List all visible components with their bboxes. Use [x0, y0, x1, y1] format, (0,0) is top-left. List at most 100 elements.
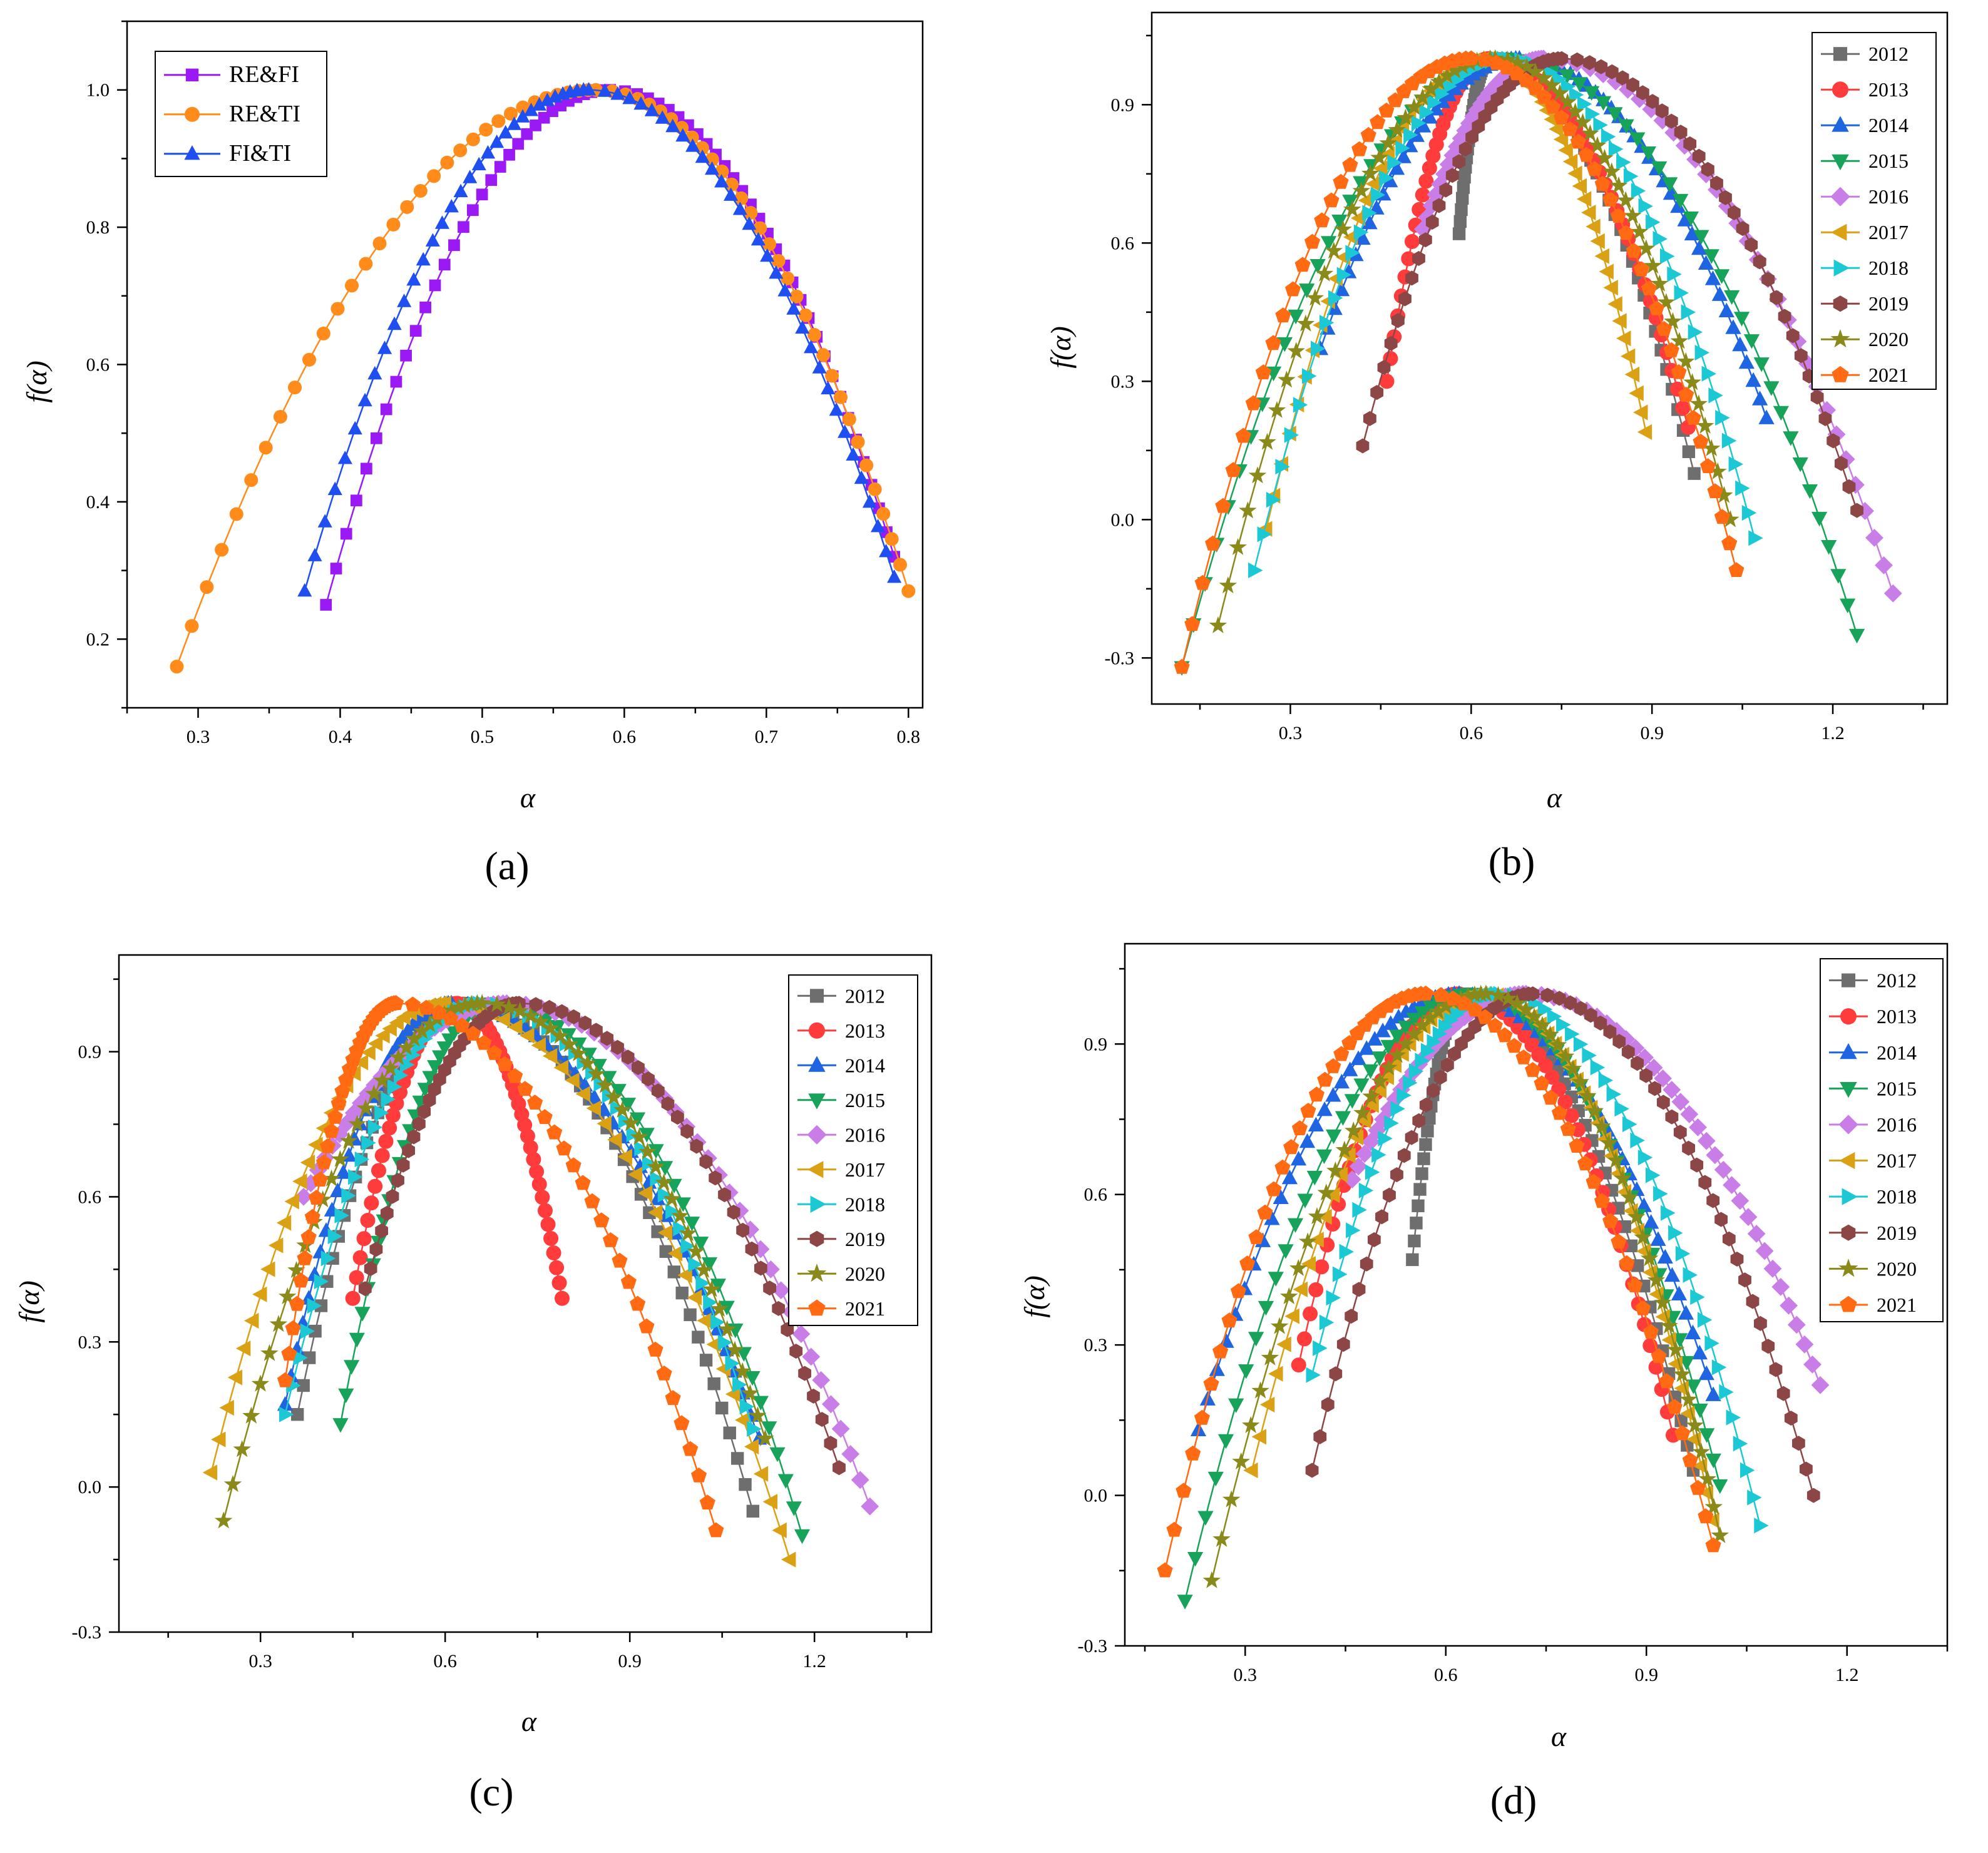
data-point: [824, 1436, 838, 1451]
data-point: [1736, 221, 1750, 237]
data-point: [423, 1093, 436, 1108]
data-point: [1755, 1242, 1774, 1260]
data-point: [1352, 1282, 1366, 1297]
legend-label: 2018: [1877, 1185, 1917, 1208]
data-point: [1370, 148, 1388, 166]
data-point: [279, 1287, 297, 1305]
data-point: [367, 1178, 383, 1194]
data-point: [1531, 1047, 1547, 1063]
legend: 2012 2013 2014 2015 2016 2017 2018 2019 2020 2021: [1811, 32, 1937, 390]
data-point: [1572, 178, 1587, 194]
data-point: [1806, 1488, 1820, 1503]
data-point: [1610, 208, 1626, 223]
legend-marker: [1838, 1258, 1858, 1277]
data-point: [334, 1083, 351, 1098]
data-point: [1397, 1148, 1411, 1163]
data-point: [822, 1395, 840, 1414]
data-point: [1734, 312, 1750, 327]
data-point: [761, 1421, 777, 1436]
data-point: [754, 1260, 767, 1276]
data-point: [1556, 1016, 1571, 1033]
data-point: [1319, 1314, 1335, 1330]
data-point: [486, 1044, 503, 1060]
data-point: [871, 519, 886, 533]
data-point: [1257, 1204, 1273, 1220]
data-point: [1228, 1398, 1244, 1413]
data-point: [1308, 1116, 1324, 1131]
legend-label: 2015: [1877, 1077, 1917, 1100]
data-point: [1455, 203, 1468, 217]
data-point: [341, 1188, 356, 1204]
data-point: [1389, 1029, 1405, 1044]
data-point: [1365, 1164, 1380, 1180]
legend-label: 2017: [845, 1158, 885, 1181]
data-point: [632, 1060, 645, 1075]
data-point: [1444, 1017, 1463, 1036]
data-point: [893, 558, 908, 572]
data-point: [1740, 1462, 1755, 1478]
data-point: [1355, 230, 1371, 245]
legend: 2012 2013 2014 2015 2016 2017 2018 2019 2020 2021: [1820, 958, 1944, 1322]
data-point: [859, 458, 874, 472]
legend-label: 2015: [845, 1089, 885, 1111]
x-tick-label: 1.2: [1835, 1665, 1859, 1685]
data-point: [541, 1019, 560, 1036]
data-point: [1339, 1243, 1354, 1260]
data-point: [1383, 1015, 1399, 1030]
legend-marker: [1841, 973, 1856, 988]
data-point: [1207, 1471, 1224, 1487]
legend-label: 2016: [1868, 185, 1909, 208]
legend-item: FI&TI: [164, 140, 291, 166]
data-point: [1622, 1116, 1637, 1133]
data-point: [1221, 1312, 1237, 1328]
data-point: [687, 1242, 705, 1260]
data-point: [612, 1252, 628, 1268]
data-point: [1352, 1202, 1367, 1218]
data-point: [723, 1426, 736, 1439]
data-point: [1754, 1315, 1767, 1331]
data-point: [747, 1421, 762, 1437]
data-point: [297, 583, 312, 597]
data-point: [1301, 1256, 1316, 1272]
data-point: [1536, 89, 1552, 105]
data-point: [1651, 1348, 1667, 1364]
series-2020: [1202, 984, 1729, 1588]
data-point: [697, 1312, 712, 1329]
data-point: [1266, 1181, 1282, 1197]
data-point: [655, 110, 670, 124]
data-point: [1618, 119, 1634, 134]
data-point: [1308, 1207, 1326, 1225]
data-point: [798, 1366, 811, 1381]
data-point: [444, 199, 459, 213]
data-point: [1464, 107, 1483, 126]
data-point: [1291, 1120, 1308, 1135]
data-point: [1600, 1133, 1618, 1151]
data-point: [1243, 1462, 1258, 1479]
data-point: [1660, 1316, 1678, 1334]
data-point: [456, 996, 474, 1013]
data-point: [1309, 1232, 1324, 1248]
legend-item: 2020: [797, 1262, 885, 1285]
legend-item: 2014: [797, 1054, 885, 1076]
data-point: [901, 584, 916, 598]
data-point: [1668, 1225, 1683, 1241]
data-point: [323, 1123, 339, 1138]
data-point: [665, 1203, 680, 1220]
data-point: [297, 1379, 310, 1392]
data-point: [1637, 1150, 1653, 1166]
data-point: [322, 1169, 341, 1187]
data-point: [214, 1511, 233, 1529]
data-point: [1840, 598, 1856, 613]
legend-marker: [807, 1125, 827, 1145]
data-point: [1429, 1002, 1447, 1019]
data-point: [356, 1231, 372, 1247]
data-point: [565, 1072, 580, 1088]
data-point: [1697, 1312, 1713, 1328]
data-point: [1721, 535, 1738, 551]
data-point: [1229, 538, 1247, 555]
data-point: [219, 1399, 234, 1416]
data-point: [1527, 80, 1543, 95]
data-point: [463, 170, 478, 183]
data-point: [1342, 195, 1358, 210]
data-point: [1317, 1071, 1333, 1087]
